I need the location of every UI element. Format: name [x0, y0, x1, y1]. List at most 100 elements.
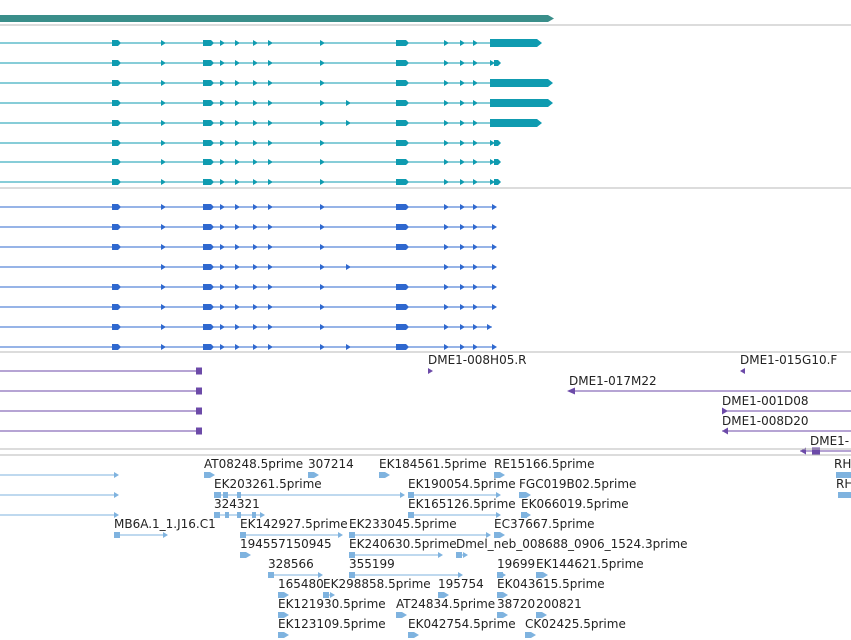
exon[interactable]: [203, 140, 214, 146]
cds-exon[interactable]: [253, 244, 258, 250]
exon[interactable]: [460, 40, 465, 46]
ests-track[interactable]: AT08248.5prime 307214 EK184561.5prime RE151…: [0, 457, 851, 638]
cds-exon[interactable]: [460, 204, 465, 210]
cds-exon[interactable]: [473, 344, 478, 350]
cds-exon[interactable]: [161, 284, 166, 290]
cds-exon[interactable]: [161, 304, 166, 310]
cds-exon[interactable]: [487, 324, 492, 330]
exon[interactable]: [235, 120, 240, 126]
cds-exon[interactable]: [253, 204, 258, 210]
cds-exon[interactable]: [112, 284, 121, 290]
exon[interactable]: [235, 140, 240, 146]
exon[interactable]: [473, 120, 478, 126]
exon[interactable]: [268, 60, 273, 66]
est-block[interactable]: [214, 512, 220, 518]
exon[interactable]: [112, 100, 121, 106]
cds-row[interactable]: [0, 264, 497, 270]
est-block[interactable]: [114, 532, 120, 538]
cds-exon[interactable]: [268, 244, 273, 250]
cds-exon[interactable]: [492, 304, 497, 310]
exon[interactable]: [220, 140, 225, 146]
exon[interactable]: [235, 60, 240, 66]
est-label[interactable]: 195754: [438, 577, 484, 591]
exon[interactable]: [235, 80, 240, 86]
exon[interactable]: [460, 80, 465, 86]
exon[interactable]: [396, 120, 409, 126]
est-block[interactable]: [408, 492, 414, 498]
exon[interactable]: [444, 140, 449, 146]
cds-exon[interactable]: [220, 264, 225, 270]
cds-exon[interactable]: [460, 284, 465, 290]
clone-label[interactable]: DME1-017M22: [569, 374, 657, 388]
est-arrow[interactable]: [114, 472, 119, 478]
est-label[interactable]: EK203261.5prime: [214, 477, 322, 491]
cds-exon[interactable]: [320, 224, 325, 230]
est-arrow[interactable]: [114, 492, 119, 498]
est-label[interactable]: EK165126.5prime: [408, 497, 516, 511]
cds-exon[interactable]: [473, 284, 478, 290]
cds-exon[interactable]: [320, 344, 325, 350]
exon[interactable]: [473, 60, 478, 66]
exon[interactable]: [112, 40, 121, 46]
est-block[interactable]: [497, 592, 503, 598]
cds-exon[interactable]: [492, 204, 497, 210]
exon[interactable]: [112, 140, 121, 146]
cds-exon[interactable]: [268, 344, 273, 350]
est-label[interactable]: 19699: [497, 557, 535, 571]
cds-exon[interactable]: [473, 204, 478, 210]
est-block[interactable]: [240, 532, 246, 538]
cds-exon[interactable]: [444, 324, 449, 330]
est-block[interactable]: [278, 632, 284, 638]
cds-exon[interactable]: [320, 304, 325, 310]
cds-exon[interactable]: [203, 224, 214, 230]
exon[interactable]: [396, 100, 409, 106]
exon[interactable]: [203, 100, 214, 106]
est-feature[interactable]: [0, 472, 119, 478]
exon[interactable]: [444, 100, 449, 106]
est-label[interactable]: 355199: [349, 557, 395, 571]
cds-exon[interactable]: [268, 324, 273, 330]
exon[interactable]: [253, 100, 258, 106]
cds-exon[interactable]: [235, 284, 240, 290]
cds-exon[interactable]: [346, 344, 351, 350]
clone-feature[interactable]: [0, 367, 202, 375]
exon[interactable]: [473, 100, 478, 106]
est-arrow[interactable]: [526, 492, 531, 498]
cds-exon[interactable]: [473, 304, 478, 310]
est-arrow[interactable]: [330, 592, 335, 598]
est-feature[interactable]: [349, 572, 463, 578]
est-arrow[interactable]: [163, 532, 168, 538]
exon[interactable]: [396, 60, 409, 66]
cds-exon[interactable]: [444, 344, 449, 350]
est-label[interactable]: 194557150945: [240, 537, 332, 551]
cds-exon[interactable]: [253, 284, 258, 290]
est-block[interactable]: [836, 472, 851, 478]
exon[interactable]: [220, 80, 225, 86]
est-feature[interactable]: [456, 552, 468, 558]
cds-exon[interactable]: [253, 344, 258, 350]
est-block[interactable]: [268, 572, 274, 578]
exon[interactable]: [396, 179, 409, 185]
est-label[interactable]: EK043615.5prime: [497, 577, 605, 591]
est-block[interactable]: [521, 512, 527, 518]
exon[interactable]: [494, 159, 501, 165]
est-label[interactable]: MB6A.1_1.J16.C1: [114, 517, 216, 531]
est-arrow[interactable]: [501, 572, 506, 578]
cds-exon[interactable]: [220, 324, 225, 330]
cds-exon[interactable]: [396, 284, 409, 290]
cds-exon[interactable]: [268, 224, 273, 230]
est-label[interactable]: EK042754.5prime: [408, 617, 516, 631]
est-block[interactable]: [349, 532, 355, 538]
cds-exon[interactable]: [460, 304, 465, 310]
cds-exon[interactable]: [492, 244, 497, 250]
est-block[interactable]: [536, 572, 543, 578]
est-feature[interactable]: [396, 612, 407, 618]
clone-feature[interactable]: [0, 387, 202, 395]
exon[interactable]: [346, 100, 351, 106]
cds-exon[interactable]: [112, 244, 121, 250]
est-label[interactable]: EK233045.5prime: [349, 517, 457, 531]
est-label[interactable]: EK142927.5prime: [240, 517, 348, 531]
est-block[interactable]: [525, 632, 531, 638]
est-arrow[interactable]: [318, 572, 323, 578]
cds-exon[interactable]: [161, 224, 166, 230]
